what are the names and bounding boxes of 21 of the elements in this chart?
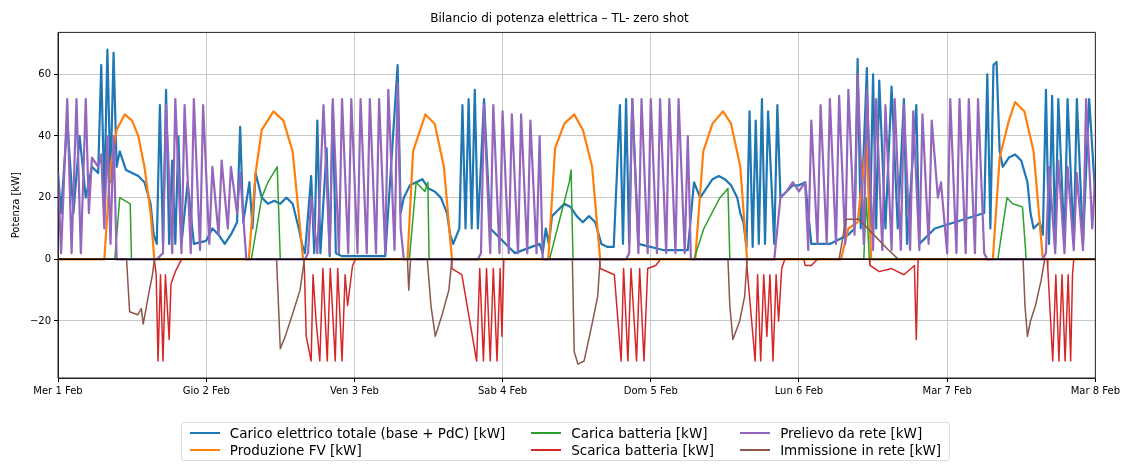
x-tick-label: Mar 8 Feb bbox=[1070, 384, 1120, 396]
chart-title: Bilancio di potenza elettrica – TL- zero shot bbox=[430, 11, 690, 26]
x-tick-label: Mer 1 Feb bbox=[33, 384, 83, 396]
x-tick-label: Lun 6 Feb bbox=[774, 384, 824, 396]
x-tick-label: Ven 3 Feb bbox=[329, 384, 379, 396]
y-tick-label: −20 bbox=[29, 314, 51, 326]
x-tick-label: Gio 2 Feb bbox=[182, 384, 230, 396]
y-axis-title: Potenza [kW] bbox=[9, 171, 21, 239]
legend-label: Carica batteria [kW] bbox=[571, 425, 708, 441]
legend-label: Carico elettrico totale (base + PdC) [kW] bbox=[229, 425, 506, 441]
legend-label: Produzione FV [kW] bbox=[229, 442, 362, 458]
legend-label: Prelievo da rete [kW] bbox=[780, 425, 923, 441]
x-tick-label: Mar 7 Feb bbox=[922, 384, 972, 396]
y-tick-label: 20 bbox=[38, 191, 51, 203]
x-tick-label: Dom 5 Feb bbox=[623, 384, 678, 396]
x-tick-label: Sab 4 Feb bbox=[477, 384, 528, 396]
legend-label: Scarica batteria [kW] bbox=[571, 442, 715, 458]
y-tick-label: 0 bbox=[44, 252, 51, 264]
y-tick-label: 40 bbox=[38, 129, 51, 141]
y-tick-label: 60 bbox=[38, 67, 51, 79]
legend-label: Immissione in rete [kW] bbox=[780, 442, 942, 458]
